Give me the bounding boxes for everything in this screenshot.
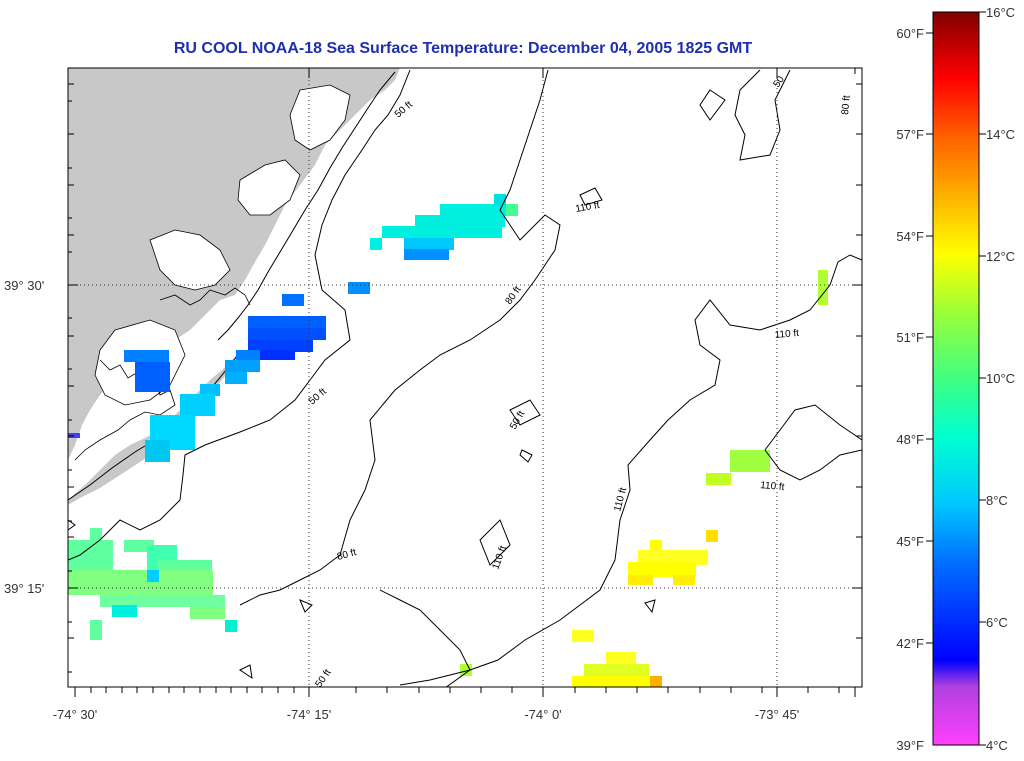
grid <box>68 68 862 687</box>
coastline <box>159 287 251 306</box>
lon-label: -74° 15' <box>287 707 332 722</box>
lat-label: 39° 30' <box>4 278 44 293</box>
contour-label: 110 ft <box>774 328 799 341</box>
colorbar-fahrenheit-label: 54°F <box>896 229 924 244</box>
lon-label: -74° 30' <box>53 707 98 722</box>
bay-water <box>149 229 231 291</box>
bay-water <box>289 84 351 151</box>
colorbar-fahrenheit-label: 42°F <box>896 636 924 651</box>
lat-labels: 39° 30' 39° 15' <box>4 278 44 596</box>
lon-label: -74° 0' <box>524 707 561 722</box>
colorbar-gradient <box>932 11 980 746</box>
colorbar-celsius-label: 14°C <box>986 127 1015 142</box>
bay-water <box>237 159 301 216</box>
depth-contours <box>68 69 862 687</box>
contour-label: 80 ft <box>336 547 358 563</box>
colorbar-celsius-label: 8°C <box>986 493 1008 508</box>
barrier-island <box>68 352 240 505</box>
colorbar-fahrenheit-label: 57°F <box>896 127 924 142</box>
plot-frame <box>67 67 863 688</box>
colorbar-celsius-label: 4°C <box>986 738 1008 753</box>
colorbar-fahrenheit-label: 39°F <box>896 738 924 753</box>
contour-label: 110 ft <box>760 480 785 493</box>
colorbar-fahrenheit-label: 48°F <box>896 432 924 447</box>
colorbar-celsius-label: 6°C <box>986 615 1008 630</box>
colorbar-celsius-label: 10°C <box>986 371 1015 386</box>
tick-marks <box>68 68 862 697</box>
colorbar-fahrenheit-label: 51°F <box>896 330 924 345</box>
colorbar-fahrenheit-label: 45°F <box>896 534 924 549</box>
colorbar-fahrenheit-label: 60°F <box>896 26 924 41</box>
colorbar-celsius-label: 12°C <box>986 249 1015 264</box>
coastline <box>217 71 396 341</box>
land-mass <box>68 68 400 460</box>
colorbar: 16°C 14°C 12°C 10°C 8°C 6°C 4°C 60°F 57°… <box>896 5 1015 753</box>
lat-label: 39° 15' <box>4 581 44 596</box>
plot-area: 50 ft 50 ft 80 ft 50 ft 80 ft 110 ft 110… <box>68 68 862 687</box>
lon-label: -73° 45' <box>755 707 800 722</box>
map-title: RU COOL NOAA-18 Sea Surface Temperature:… <box>174 40 753 57</box>
contour-label: 80 ft <box>840 95 853 116</box>
sst-pixels <box>68 194 828 687</box>
lon-labels: -74° 30' -74° 15' -74° 0' -73° 45' <box>53 707 800 722</box>
contour-label: 110 ft <box>575 200 601 215</box>
colorbar-celsius-label: 16°C <box>986 5 1015 20</box>
